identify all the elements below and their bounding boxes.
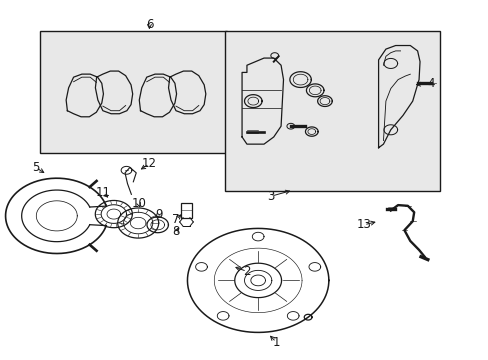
Text: 5: 5 (32, 161, 40, 174)
Bar (224, 31, 439, 191)
Text: 8: 8 (172, 225, 180, 238)
Text: 13: 13 (356, 218, 371, 231)
Bar (181, 203, 191, 218)
Text: 11: 11 (95, 186, 110, 199)
Text: 9: 9 (155, 208, 163, 221)
Text: 10: 10 (131, 197, 146, 210)
Text: 2: 2 (243, 265, 250, 278)
Text: 6: 6 (145, 18, 153, 31)
Text: 12: 12 (142, 157, 157, 170)
Bar (40, 31, 227, 153)
Text: 3: 3 (267, 190, 274, 203)
Text: 4: 4 (426, 77, 434, 90)
Text: 1: 1 (272, 336, 279, 348)
Text: 7: 7 (172, 213, 180, 226)
